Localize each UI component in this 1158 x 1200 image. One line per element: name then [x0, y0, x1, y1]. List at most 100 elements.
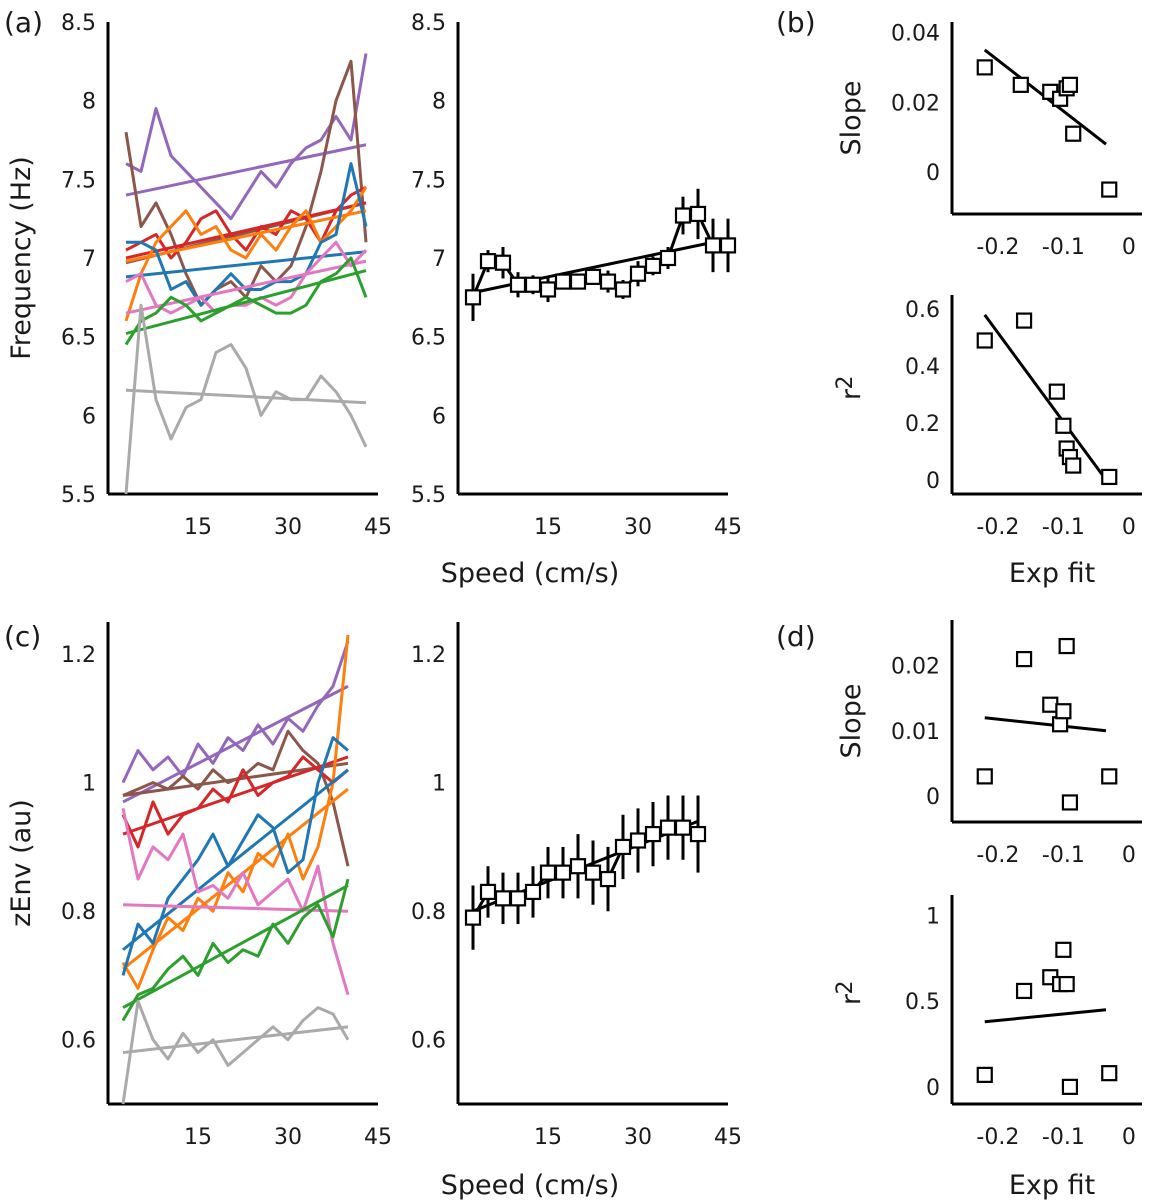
data-point [1042, 696, 1059, 713]
data-point [599, 273, 617, 290]
chart-d-top: 0 0.01 0.02 -0.2 -0.1 0 Slope [836, 620, 1142, 868]
y-tick-label: 1.2 [61, 643, 96, 668]
data-point [479, 883, 497, 901]
series-fit-line [122, 884, 349, 1009]
y-tick-label: 0.02 [891, 91, 940, 116]
data-point [584, 268, 602, 285]
series-line [125, 240, 368, 315]
y-tick-label: 5.5 [411, 483, 446, 508]
chart-a-right: 5.5 6 6.5 7 7.5 8 8.5 15 30 45 [411, 11, 742, 540]
data-point [659, 249, 677, 267]
y-axis-label: Frequency (Hz) [6, 156, 37, 360]
data-point [509, 276, 527, 293]
y-axis-label: r [836, 993, 867, 1005]
series-line [125, 53, 368, 221]
data-point [494, 890, 512, 907]
data-point [1055, 941, 1072, 958]
series-line [121, 634, 350, 990]
y-tick-label: 6 [432, 404, 446, 429]
x-tick-label: -0.2 [976, 235, 1019, 260]
x-tick-label: 0 [1122, 1125, 1136, 1150]
y-tick-label: 0.4 [905, 355, 940, 380]
y-tick-label: 0.6 [905, 298, 940, 323]
chart-a-left: 5.5 6 6.5 7 7.5 8 8.5 15 30 45 Frequency (Hz) [6, 11, 392, 540]
data-point [976, 59, 993, 76]
x-tick-label: 0 [1122, 235, 1136, 260]
series-fit-line [125, 201, 367, 260]
series-line [124, 303, 368, 495]
y-tick-label: 1 [926, 905, 940, 930]
series-fit-line [125, 388, 367, 405]
x-tick-label: 45 [364, 1125, 392, 1150]
series-line [126, 162, 368, 307]
x-tick-label: -0.1 [1042, 843, 1085, 868]
data-point [1055, 417, 1072, 434]
x-tick-label: 15 [184, 1125, 212, 1150]
y-tick-label: 0.6 [411, 1029, 446, 1054]
plot-area: 5.5 6 6.5 7 7.5 8 8.5 15 30 45 Frequency (Hz) 5.5 6 6… [6, 11, 1142, 1150]
data-point [1015, 650, 1033, 668]
data-point [1065, 125, 1082, 142]
y-axis-label: Slope [836, 684, 867, 759]
data-point [1058, 975, 1075, 993]
y-tick-label: 8 [432, 90, 446, 115]
data-point [569, 273, 587, 290]
fit-line [984, 716, 1107, 733]
series-fit-line [122, 755, 349, 836]
data-point [1052, 716, 1069, 733]
series-fit-line [125, 250, 367, 279]
data-point [1055, 703, 1072, 720]
x-tick-label: 30 [624, 515, 652, 540]
y-tick-label: 0 [926, 1076, 940, 1101]
y-axis-label: r [836, 388, 867, 400]
y-tick-label: 6.5 [61, 326, 96, 351]
y-tick-label: 1.2 [411, 643, 446, 668]
data-point [464, 909, 482, 926]
x-tick-label: 0 [1122, 515, 1136, 540]
series-line [121, 878, 350, 1022]
data-point [629, 265, 647, 282]
panel-label-b: (b) [776, 6, 816, 39]
exp-fit-label-b: Exp fit [1009, 558, 1095, 589]
data-point [524, 276, 542, 293]
y-tick-label: 8.5 [61, 11, 96, 36]
data-point [479, 253, 497, 270]
speed-axis-label-top: Speed (cm/s) [441, 558, 620, 589]
series-line [121, 999, 350, 1105]
data-point [1048, 383, 1065, 400]
chart-b-bottom: 0 0.2 0.4 0.6 -0.2 -0.1 0 r2 [833, 295, 1142, 540]
series-fit-line [122, 1025, 349, 1055]
y-axis-label: zEnv (au) [6, 799, 37, 927]
x-tick-label: -0.2 [976, 843, 1019, 868]
panel-label-a: (a) [4, 6, 43, 39]
y-axis-label: Slope [836, 81, 867, 156]
data-point [689, 825, 707, 843]
data-point [494, 254, 512, 271]
series-fit-line [122, 768, 349, 951]
series-line [121, 755, 349, 849]
data-point [614, 281, 632, 298]
data-point [719, 237, 737, 254]
y-tick-label: 7 [432, 247, 446, 272]
panel-label-c: (c) [4, 620, 41, 653]
x-tick-label: -0.2 [976, 1125, 1019, 1150]
y-tick-label: 7.5 [61, 168, 96, 193]
x-tick-label: 30 [274, 1125, 302, 1150]
data-point [524, 883, 542, 901]
panel-label-d: (d) [776, 620, 816, 653]
y-tick-label: 0.6 [61, 1029, 96, 1054]
data-point [509, 890, 527, 907]
x-tick-label: 45 [714, 1125, 742, 1150]
y-tick-label: 8.5 [411, 11, 446, 36]
series-fit-line [125, 209, 367, 263]
y-tick-label: 0 [926, 785, 940, 810]
y-tick-label: 7 [82, 247, 96, 272]
x-tick-label: -0.1 [1042, 235, 1085, 260]
x-tick-label: 15 [534, 515, 562, 540]
data-point [674, 819, 692, 836]
data-point [584, 864, 602, 881]
series-line [124, 256, 368, 346]
chart-b-top: 0 0.02 0.04 -0.2 -0.1 0 Slope [836, 21, 1142, 260]
data-point [539, 864, 557, 881]
